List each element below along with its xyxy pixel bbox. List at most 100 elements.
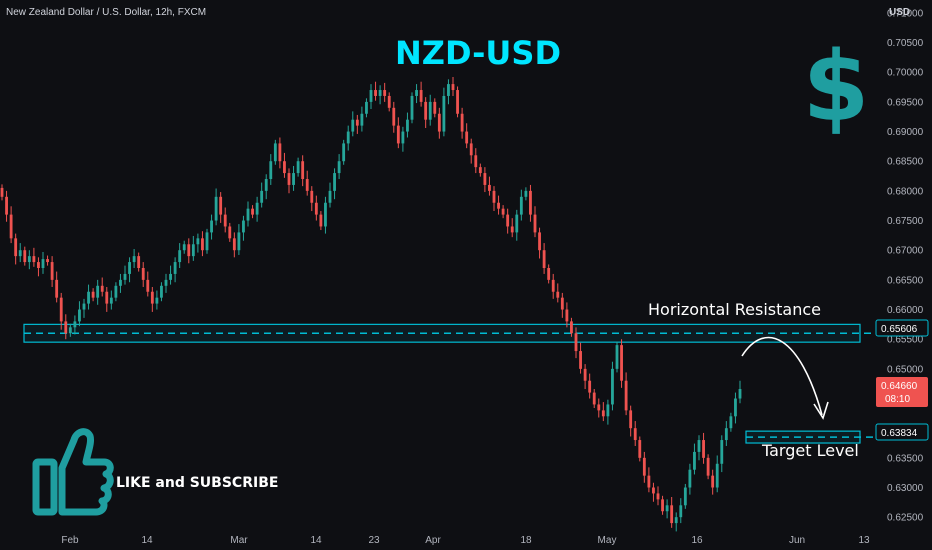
y-tick-label: 0.65000 bbox=[887, 364, 924, 375]
y-tick-label: 0.68500 bbox=[887, 157, 924, 168]
candle-body bbox=[32, 256, 36, 263]
like-subscribe-text: LIKE and SUBSCRIBE bbox=[116, 475, 278, 491]
y-tick-label: 0.67500 bbox=[887, 216, 924, 227]
candle-body bbox=[37, 262, 40, 268]
candle-body bbox=[223, 214, 227, 227]
candle-body bbox=[14, 238, 18, 257]
dollar-icon: $ bbox=[803, 31, 870, 143]
arrowhead-icon bbox=[813, 401, 829, 420]
time-axis[interactable]: Feb 14 Mar 14 23 Apr 18 May 16 Jun 13 bbox=[61, 535, 870, 546]
x-tick-label: 18 bbox=[520, 535, 532, 546]
price-axis[interactable]: 0.625000.630000.635000.640000.645000.650… bbox=[887, 8, 924, 523]
y-tick-label: 0.65500 bbox=[887, 335, 924, 346]
candle-body bbox=[141, 268, 145, 280]
candle-body bbox=[378, 90, 382, 96]
candle-body bbox=[560, 297, 564, 310]
candle-body bbox=[355, 119, 359, 126]
candle-body bbox=[383, 90, 387, 96]
x-tick-label: 14 bbox=[310, 535, 322, 546]
candle-body bbox=[68, 327, 72, 334]
candle-body bbox=[255, 202, 259, 215]
candle-body bbox=[96, 285, 100, 298]
candle-body bbox=[679, 505, 683, 518]
candle-body bbox=[169, 273, 172, 280]
candle-body bbox=[269, 161, 273, 180]
symbol-description: New Zealand Dollar / U.S. Dollar, 12h, F… bbox=[6, 7, 206, 18]
candle-body bbox=[23, 250, 27, 263]
candle-body bbox=[615, 345, 619, 369]
candle-body bbox=[82, 303, 86, 310]
candle-body bbox=[178, 250, 182, 263]
candle-body bbox=[351, 119, 355, 132]
candle-body bbox=[46, 259, 49, 263]
candle-body bbox=[579, 351, 582, 369]
x-tick-label: Apr bbox=[425, 535, 441, 546]
candle-body bbox=[319, 214, 323, 227]
candle-body bbox=[337, 161, 341, 174]
candle-body bbox=[310, 190, 314, 203]
candle-body bbox=[87, 291, 90, 304]
x-tick-label: 14 bbox=[141, 535, 153, 546]
candle-body bbox=[387, 95, 391, 108]
candle-body bbox=[551, 279, 555, 292]
candle-body bbox=[406, 119, 409, 132]
candle-body bbox=[264, 179, 268, 191]
candle-body bbox=[132, 256, 136, 263]
candle-body bbox=[59, 297, 63, 322]
candle-body bbox=[519, 196, 523, 215]
y-tick-label: 0.62500 bbox=[887, 513, 924, 524]
x-tick-label: Mar bbox=[230, 535, 248, 546]
candle-body bbox=[642, 457, 646, 476]
candle-body bbox=[210, 220, 213, 233]
candle-body bbox=[661, 499, 664, 512]
candle-body bbox=[588, 380, 592, 393]
candle-body bbox=[128, 262, 131, 274]
candle-body bbox=[333, 173, 336, 191]
candle-body bbox=[242, 220, 245, 233]
y-tick-label: 0.69500 bbox=[887, 97, 924, 108]
candle-body bbox=[109, 297, 113, 304]
candle-body bbox=[342, 143, 346, 162]
candle-body bbox=[674, 517, 678, 524]
x-tick-label: 23 bbox=[368, 535, 380, 546]
candle-body bbox=[50, 262, 54, 280]
candle-body bbox=[137, 256, 141, 268]
candle-body bbox=[538, 232, 541, 251]
candle-body bbox=[652, 487, 655, 494]
svg-text:0.63834: 0.63834 bbox=[881, 428, 918, 439]
candle-body bbox=[524, 190, 528, 197]
candle-body bbox=[606, 404, 610, 417]
candle-body bbox=[706, 457, 710, 476]
candle-body bbox=[442, 95, 446, 132]
candle-body bbox=[683, 487, 687, 506]
candle-body bbox=[469, 143, 473, 156]
x-tick-label: Feb bbox=[61, 535, 79, 546]
candle-body bbox=[292, 173, 295, 185]
candle-body bbox=[738, 389, 742, 399]
target-price-tag: 0.63834 bbox=[875, 423, 929, 441]
candle-body bbox=[570, 321, 573, 334]
svg-text:0.65606: 0.65606 bbox=[881, 324, 918, 335]
y-tick-label: 0.63000 bbox=[887, 483, 924, 494]
candle-body bbox=[123, 273, 127, 280]
candle-body bbox=[150, 291, 154, 304]
candle-body bbox=[638, 440, 642, 458]
candle-body bbox=[287, 173, 291, 185]
candle-body bbox=[656, 493, 660, 500]
candle-body bbox=[401, 131, 405, 144]
candle-body bbox=[55, 279, 59, 298]
candle-body bbox=[510, 226, 514, 233]
svg-text:0.64660: 0.64660 bbox=[881, 381, 918, 392]
candle-body bbox=[0, 187, 4, 197]
candle-body bbox=[415, 90, 418, 96]
resistance-price-tag: 0.65606 bbox=[875, 319, 929, 337]
candle-body bbox=[237, 232, 241, 251]
candle-body bbox=[91, 291, 95, 298]
candle-body bbox=[5, 196, 8, 215]
candle-body bbox=[328, 190, 332, 203]
candle-body bbox=[601, 410, 605, 417]
candle-body bbox=[374, 90, 377, 96]
candle-body bbox=[474, 155, 478, 168]
